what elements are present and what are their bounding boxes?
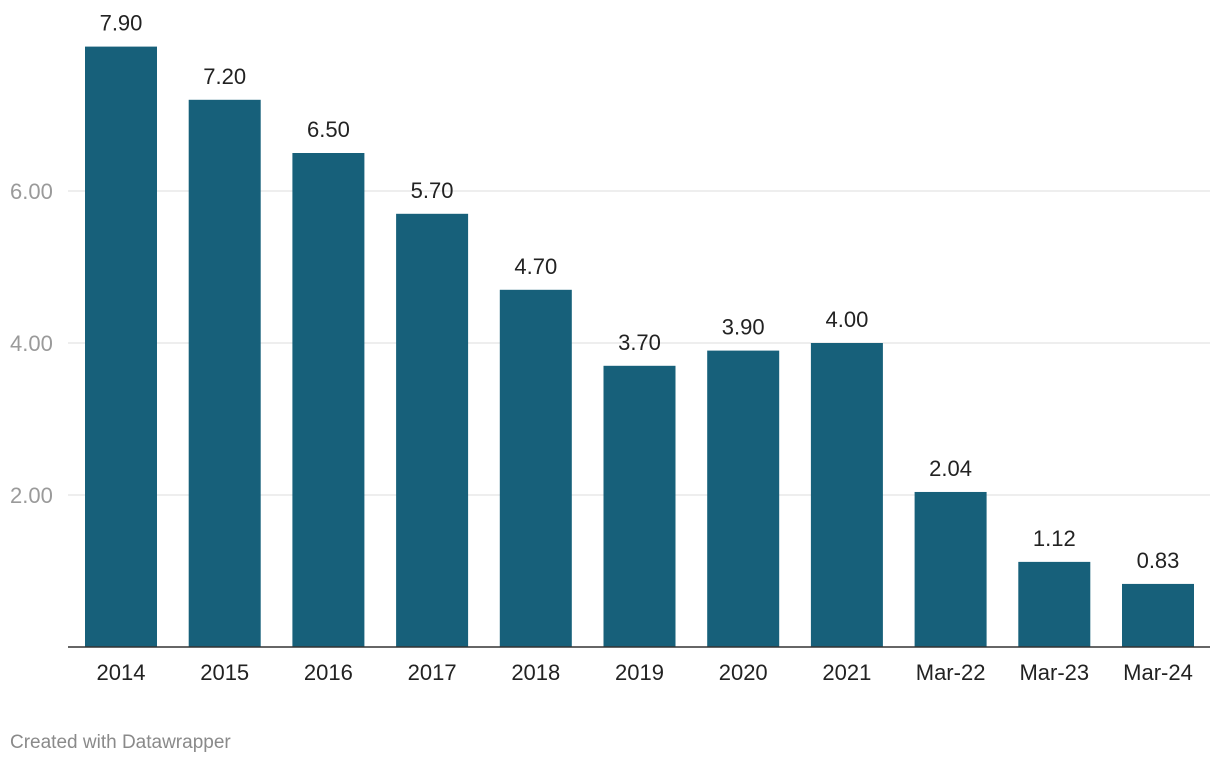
footer-credit: Created with Datawrapper [10, 732, 231, 753]
data-label-2016: 6.50 [307, 117, 350, 142]
data-labels: 7.90 7.20 6.50 5.70 4.70 3.70 3.90 4.00 2.04 1.12… [100, 11, 1180, 573]
x-tick-label-2014: 2014 [97, 660, 146, 685]
bar-2020 [707, 350, 780, 647]
x-tick-label-2018: 2018 [511, 660, 560, 685]
y-tick-label: 2.00 [10, 483, 53, 508]
data-label-Mar-23: 1.12 [1033, 526, 1076, 551]
x-tick-label-2019: 2019 [615, 660, 664, 685]
bars [85, 46, 1194, 648]
bar-Mar-23 [1018, 561, 1091, 647]
data-label-2021: 4.00 [825, 307, 868, 332]
bar-2018 [499, 289, 572, 647]
bar-2017 [396, 213, 469, 648]
bar-2016 [292, 153, 365, 647]
bar-Mar-24 [1122, 583, 1194, 647]
data-label-2014: 7.90 [100, 11, 143, 36]
x-tick-label-Mar-22: Mar-22 [916, 660, 986, 685]
x-tick-label-2020: 2020 [719, 660, 768, 685]
data-label-Mar-24: 0.83 [1137, 548, 1180, 573]
bar-2019 [603, 365, 676, 647]
data-label-2015: 7.20 [203, 64, 246, 89]
y-tick-label: 6.00 [10, 179, 53, 204]
bar-2014 [85, 46, 157, 648]
x-axis-tick-labels: 2014 2015 2016 2017 2018 2019 2020 2021 Mar-22 Ma… [97, 660, 1193, 685]
x-tick-label-Mar-23: Mar-23 [1019, 660, 1089, 685]
data-label-2018: 4.70 [514, 254, 557, 279]
bar-Mar-22 [914, 491, 987, 647]
data-label-Mar-22: 2.04 [929, 456, 972, 481]
bar-2015 [188, 99, 261, 648]
data-label-2019: 3.70 [618, 330, 661, 355]
data-label-2020: 3.90 [722, 315, 765, 340]
y-tick-label: 4.00 [10, 331, 53, 356]
x-tick-label-2021: 2021 [822, 660, 871, 685]
x-tick-label-2016: 2016 [304, 660, 353, 685]
bar-chart: 2.00 4.00 6.00 7.90 7.20 6.50 5.70 4.70 3.70 3.9… [10, 11, 1210, 685]
x-tick-label-Mar-24: Mar-24 [1123, 660, 1193, 685]
data-label-2017: 5.70 [411, 178, 454, 203]
bar-2021 [810, 343, 883, 647]
x-tick-label-2015: 2015 [200, 660, 249, 685]
x-tick-label-2017: 2017 [408, 660, 457, 685]
